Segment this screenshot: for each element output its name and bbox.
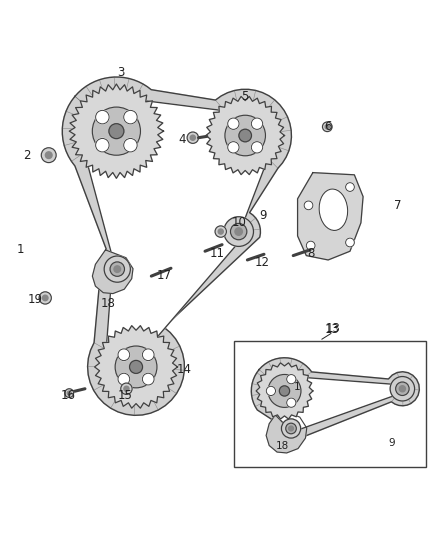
Text: 15: 15 [118, 389, 133, 402]
Circle shape [282, 419, 300, 438]
Polygon shape [206, 96, 285, 175]
Circle shape [287, 375, 296, 384]
Circle shape [130, 360, 142, 374]
Circle shape [346, 238, 354, 247]
Text: 19: 19 [28, 293, 43, 306]
Circle shape [110, 262, 124, 276]
Circle shape [46, 152, 52, 158]
Circle shape [142, 373, 154, 385]
Circle shape [228, 118, 239, 130]
Circle shape [239, 129, 251, 142]
Text: 9: 9 [259, 209, 266, 222]
Text: 4: 4 [178, 133, 186, 147]
Circle shape [124, 386, 129, 391]
Text: 10: 10 [231, 216, 246, 229]
Circle shape [224, 217, 254, 246]
Circle shape [279, 386, 290, 396]
Ellipse shape [319, 189, 348, 230]
Text: 8: 8 [307, 247, 314, 260]
Text: 9: 9 [388, 438, 395, 448]
Circle shape [306, 241, 315, 250]
Text: 5: 5 [241, 90, 249, 103]
Circle shape [286, 423, 297, 434]
Polygon shape [297, 173, 363, 260]
Circle shape [268, 375, 301, 407]
Polygon shape [69, 84, 163, 179]
Polygon shape [251, 358, 419, 442]
Text: 18: 18 [276, 440, 289, 450]
Circle shape [39, 292, 51, 304]
Text: 12: 12 [255, 256, 270, 269]
Text: 3: 3 [117, 66, 124, 79]
Polygon shape [261, 367, 410, 433]
Circle shape [118, 349, 130, 361]
Circle shape [67, 391, 71, 395]
Circle shape [235, 228, 242, 235]
Circle shape [266, 386, 276, 395]
Text: 1: 1 [17, 243, 24, 255]
Text: 16: 16 [61, 389, 76, 402]
Text: 11: 11 [209, 247, 224, 260]
Bar [234, 341, 426, 467]
Circle shape [124, 110, 137, 124]
Text: 18: 18 [100, 297, 115, 310]
Circle shape [325, 125, 329, 129]
Circle shape [390, 376, 415, 401]
Text: 14: 14 [177, 362, 191, 376]
Circle shape [92, 107, 141, 155]
Circle shape [251, 142, 263, 153]
Circle shape [114, 266, 120, 272]
Circle shape [65, 389, 74, 398]
Circle shape [322, 122, 332, 132]
Text: 13: 13 [325, 324, 340, 336]
Circle shape [42, 295, 48, 301]
Text: 1: 1 [294, 382, 301, 392]
Circle shape [399, 386, 406, 392]
Text: 17: 17 [157, 269, 172, 282]
Circle shape [95, 110, 109, 124]
Circle shape [95, 139, 109, 152]
Circle shape [41, 148, 56, 163]
Circle shape [104, 256, 131, 282]
Polygon shape [62, 77, 291, 415]
Circle shape [287, 398, 296, 407]
Circle shape [187, 132, 198, 143]
Text: 7: 7 [394, 199, 402, 212]
Text: 2: 2 [23, 149, 31, 161]
Circle shape [190, 135, 195, 140]
Circle shape [124, 139, 137, 152]
Circle shape [251, 118, 263, 130]
Circle shape [142, 349, 154, 361]
Circle shape [225, 115, 265, 156]
Circle shape [118, 373, 130, 385]
Polygon shape [256, 363, 313, 419]
Circle shape [109, 124, 124, 139]
Circle shape [346, 183, 354, 191]
Circle shape [121, 383, 132, 394]
Text: 13: 13 [326, 322, 341, 335]
Circle shape [218, 229, 223, 234]
Circle shape [304, 201, 313, 210]
Polygon shape [266, 409, 307, 453]
Circle shape [230, 223, 247, 240]
Circle shape [396, 382, 409, 395]
Circle shape [215, 226, 226, 237]
Circle shape [289, 426, 293, 431]
Circle shape [115, 346, 157, 388]
Polygon shape [76, 91, 278, 401]
Polygon shape [92, 250, 133, 294]
Text: 6: 6 [325, 120, 332, 133]
Circle shape [228, 142, 239, 153]
Polygon shape [95, 326, 177, 408]
